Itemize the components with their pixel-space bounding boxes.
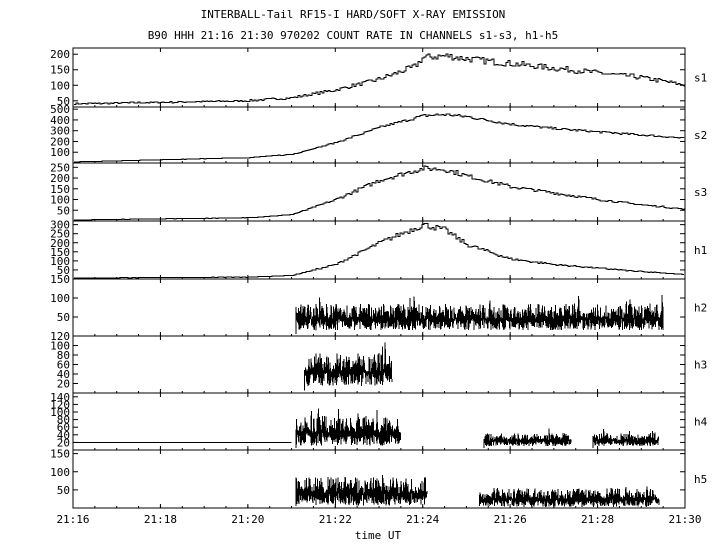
y-tick-label: 100 — [50, 79, 70, 92]
x-tick-label: 21:30 — [668, 513, 701, 526]
series-line-s2 — [74, 113, 685, 163]
y-tick-label: 20 — [57, 378, 70, 391]
y-tick-label: 50 — [57, 204, 70, 217]
y-tick-label: 400 — [50, 114, 70, 127]
x-tick-label: 21:26 — [494, 513, 527, 526]
panel-s1: 50 100 150 200 s1 — [50, 47, 707, 108]
y-tick-label: 100 — [50, 146, 70, 159]
y-tick-label: 100 — [50, 255, 70, 268]
y-tick-label: 100 — [50, 340, 70, 353]
y-tick-label: 100 — [50, 406, 70, 419]
y-tick-label: 200 — [50, 237, 70, 250]
y-tick-label: 150 — [50, 273, 70, 286]
y-tick-label: 500 — [50, 103, 70, 116]
chart-title: INTERBALL-Tail RF15-I HARD/SOFT X-RAY EM… — [201, 8, 506, 21]
x-tick-label: 21:22 — [319, 513, 352, 526]
y-tick-label: 80 — [57, 414, 70, 427]
channel-label-s1: s1 — [694, 72, 707, 85]
y-tick-label: 80 — [57, 349, 70, 362]
y-tick-label: 120 — [50, 330, 70, 343]
y-tick-label: 50 — [57, 311, 70, 324]
series-line-s1 — [74, 53, 685, 106]
y-tick-label: 100 — [50, 466, 70, 479]
y-tick-label: 100 — [50, 292, 70, 305]
x-axis: 21:16 21:18 21:20 21:22 21:24 21:26 21:28 21:30 — [56, 513, 701, 526]
y-tick-label: 200 — [50, 48, 70, 61]
y-tick-label: 50 — [57, 484, 70, 497]
series-line-s3 — [74, 165, 685, 221]
y-tick-label: 50 — [57, 264, 70, 277]
y-tick-label: 250 — [50, 228, 70, 241]
channel-label-h4: h4 — [694, 416, 708, 429]
panels: 50100150200s1100200300400500s25010015020… — [50, 47, 708, 509]
y-tick-label: 300 — [50, 125, 70, 138]
chart-subtitle: B90 HHH 21:16 21:30 970202 COUNT RATE IN… — [148, 29, 559, 42]
y-tick-label: 40 — [57, 368, 70, 381]
panel-h5: 50 100 150 h5 — [50, 448, 707, 509]
channel-label-h3: h3 — [694, 359, 707, 372]
panel-frame — [72, 220, 686, 280]
y-tick-label: 140 — [50, 391, 70, 404]
x-tick-label: 21:18 — [144, 513, 177, 526]
series-line-h1 — [74, 222, 684, 279]
channel-label-h5: h5 — [694, 473, 707, 486]
y-tick-label: 60 — [57, 359, 70, 372]
y-tick-label: 150 — [50, 183, 70, 196]
y-tick-label: 150 — [50, 448, 70, 461]
y-tick-label: 120 — [50, 398, 70, 411]
y-tick-label: 200 — [50, 135, 70, 148]
y-tick-label: 150 — [50, 246, 70, 259]
series-burst-h5-1 — [295, 474, 428, 507]
x-tick-label: 21:24 — [406, 513, 439, 526]
y-tick-label: 150 — [50, 64, 70, 77]
y-tick-label: 50 — [57, 95, 70, 108]
y-tick-label: 250 — [50, 161, 70, 174]
x-tick-label: 21:28 — [581, 513, 614, 526]
y-tick-label: 100 — [50, 194, 70, 207]
x-axis-label: time UT — [355, 529, 402, 542]
panel-frame — [72, 106, 686, 164]
x-tick-label: 21:20 — [231, 513, 264, 526]
y-tick-label: 60 — [57, 421, 70, 434]
series-burst-h4-3 — [592, 428, 660, 449]
series-burst-h3-1 — [304, 342, 393, 391]
y-tick-label: 40 — [57, 429, 70, 442]
series-burst-h4-2 — [483, 428, 572, 449]
y-tick-label: 20 — [57, 436, 70, 449]
series-burst-h2-1 — [295, 294, 664, 335]
series-burst-h5-2 — [479, 486, 660, 507]
channel-label-h2: h2 — [694, 302, 707, 315]
panel-frame — [72, 162, 686, 222]
channel-label-h1: h1 — [694, 244, 707, 257]
channel-label-s3: s3 — [694, 186, 707, 199]
x-tick-label: 21:16 — [56, 513, 89, 526]
series-burst-h4-1 — [295, 408, 402, 449]
panel-h2: 50 100 150 h2 — [50, 273, 707, 337]
channel-label-s2: s2 — [694, 129, 707, 142]
y-tick-label: 200 — [50, 172, 70, 185]
y-tick-label: 300 — [50, 219, 70, 232]
